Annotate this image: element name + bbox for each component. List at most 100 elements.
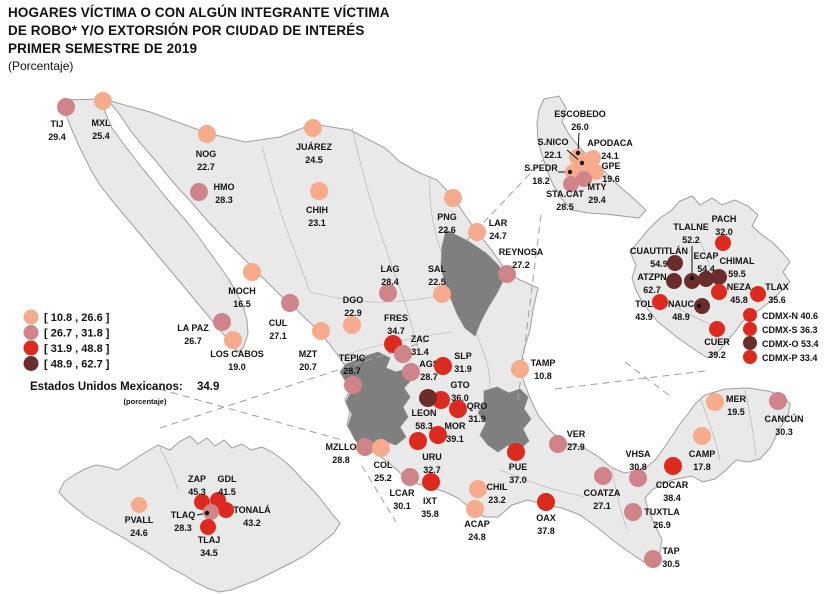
city-dot [709, 321, 725, 337]
city-value: 22.1 [544, 150, 562, 160]
city-name: TAP [662, 546, 679, 556]
city-name: FRES [384, 313, 408, 323]
city-value: 24.8 [468, 532, 486, 542]
legend-swatch-1 [23, 309, 39, 325]
city-dot [224, 331, 242, 349]
city-CAMP: CAMP 17.8 [689, 427, 715, 472]
leader-dot [575, 150, 581, 156]
city-dot [549, 435, 567, 453]
city-dot [743, 322, 757, 336]
city-value: 31.9 [468, 414, 486, 424]
city-name: MXL [92, 118, 112, 128]
city-value: 22.5 [428, 277, 446, 287]
city-name: DGO [343, 295, 364, 305]
city-name: CHIH [306, 205, 328, 215]
city-label: CDMX-N 40.6 [762, 311, 818, 321]
city-value: 45.8 [730, 295, 748, 305]
city-name: ACAP [464, 519, 490, 529]
city-dot [444, 189, 462, 207]
city-dot [203, 504, 219, 520]
city-dot [466, 500, 484, 518]
city-SAL: SAL 22.5 [428, 264, 451, 303]
city-name: PUE [509, 462, 528, 472]
city-PVALL: PVALL 24.6 [125, 497, 154, 538]
city-name: SAL [428, 264, 447, 274]
city-AGS: AGS 28.7 [402, 359, 439, 382]
city-dot [433, 285, 451, 303]
city-value: 22.9 [344, 308, 362, 318]
city-name: GTO [450, 380, 469, 390]
city-dot [511, 360, 529, 378]
city-NOG: NOG 22.7 [196, 125, 216, 172]
legend-swatch-3 [23, 340, 39, 356]
city-dot [312, 322, 330, 340]
city-CHIMAL: CHIMAL 59.5 [711, 256, 755, 285]
city-CDCAR: CDCAR 38.4 [656, 457, 689, 503]
city-CDMX-S: CDMX-S 36.3 [743, 322, 818, 336]
city-value: 41.5 [218, 487, 236, 497]
city-dot [576, 171, 592, 187]
city-dot [706, 393, 724, 411]
city-ACAP: ACAP 24.8 [464, 500, 490, 542]
city-name: TUXTLA [644, 507, 680, 517]
city-name: NEZA [727, 282, 752, 292]
city-value: 30.1 [393, 501, 411, 511]
city-name: CDCAR [656, 480, 689, 490]
city-CUL: CUL 27.1 [269, 294, 299, 341]
city-TEPIC: TEPIC 28.7 [339, 353, 366, 394]
city-name: HMO [214, 182, 235, 192]
leader-dot [696, 303, 702, 309]
city-dot [281, 294, 299, 312]
city-dot [356, 438, 374, 456]
city-name: COATZA [584, 488, 621, 498]
city-name: GDL [218, 474, 238, 484]
city-LAG: LAG 28.4 [379, 264, 400, 302]
city-CANCÚN: CANCÚN 30.3 [765, 392, 804, 437]
city-dot [468, 223, 486, 241]
title-block: HOGARES VÍCTIMA O CON ALGÚN INTEGRANTE V… [8, 4, 390, 75]
city-PACH: PACH 32.0 [712, 214, 737, 251]
national-average-unit: (porcentaje) [124, 397, 167, 406]
city-name: SLP [454, 351, 472, 361]
city-name: PACH [712, 214, 737, 224]
city-dot [694, 298, 710, 314]
city-dot [743, 350, 757, 364]
city-value: 24.6 [130, 528, 148, 538]
legend-label-4: [ 48.9 , 62.7 ] [44, 359, 110, 371]
city-LCAR: LCAR 30.1 [390, 468, 419, 511]
city-value: 35.6 [768, 295, 786, 305]
city-name: ESCOBEDO [554, 109, 606, 119]
city-value: 39.2 [708, 350, 726, 360]
city-value: 32.7 [423, 465, 441, 475]
city-name: LEON [411, 408, 436, 418]
city-name: ZAP [188, 474, 206, 484]
city-value: 28.3 [215, 195, 233, 205]
city-value: 43.9 [635, 312, 653, 322]
city-URU: URU 32.7 [409, 432, 442, 475]
city-VER: VER 27.9 [549, 429, 586, 453]
city-TUXTLA: TUXTLA 26.9 [624, 503, 680, 530]
city-CDMX-O: CDMX-O 53.4 [743, 336, 819, 350]
city-value: 23.2 [488, 495, 506, 505]
city-value: 30.5 [662, 559, 680, 569]
city-DGO: DGO 22.9 [343, 295, 364, 334]
city-HMO: HMO 28.3 [190, 182, 235, 205]
city-TLAQ: TLAQ 28.3 [171, 504, 219, 533]
city-name: S.PEDR [524, 163, 558, 173]
state-mexico [477, 386, 532, 453]
city-value: 32.0 [715, 227, 733, 237]
city-dot [131, 497, 147, 513]
city-name: APODACA [587, 138, 633, 148]
city-OAX: OAX 37.8 [536, 493, 556, 536]
city-dot [743, 308, 757, 322]
city-name: TLALNE [673, 222, 709, 232]
legend-label-1: [ 10.8 , 26.6 ] [44, 312, 110, 324]
city-value: 28.7 [343, 366, 361, 376]
city-dot [94, 92, 112, 110]
city-name: S.NICO [537, 137, 568, 147]
city-value: 28.8 [332, 455, 350, 465]
city-name: QRO [467, 401, 488, 411]
city-dot [652, 294, 668, 310]
city-dot [629, 469, 647, 487]
leader-dot [567, 169, 573, 175]
